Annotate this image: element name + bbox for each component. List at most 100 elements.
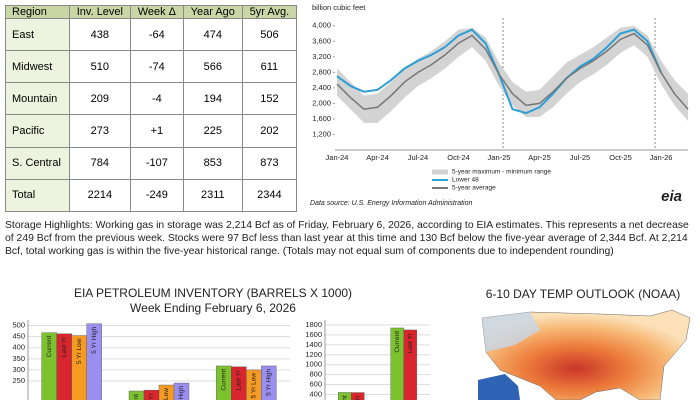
header-cell: Region xyxy=(5,5,70,19)
bar-label: Current xyxy=(46,335,53,357)
y-tick-label: 1,600 xyxy=(312,114,331,123)
table-cell: 506 xyxy=(241,17,298,52)
table-cell: 2344 xyxy=(241,178,298,213)
table-cell: 611 xyxy=(241,50,298,84)
table-row: Total 2214 -249 2311 2344 xyxy=(5,178,298,213)
table-row: East 438 -64 474 506 xyxy=(5,17,298,52)
x-tick-label: Jul-25 xyxy=(570,153,590,162)
header-cell: Week Δ xyxy=(129,5,184,19)
header-cell: Year Ago xyxy=(182,5,243,19)
y-tick-label: 600 xyxy=(309,380,322,389)
table-cell: S. Central xyxy=(5,146,70,180)
storage-highlights: Storage Highlights: Working gas in stora… xyxy=(5,220,689,257)
x-tick-label: Jan-25 xyxy=(488,153,511,162)
table-row: Midwest 510 -74 566 611 xyxy=(5,50,298,84)
table-cell: 202 xyxy=(241,114,298,148)
legend-swatch xyxy=(432,169,448,175)
cool-region xyxy=(482,312,540,352)
alaska xyxy=(478,374,520,400)
bar-label: 5 Yr High xyxy=(266,369,273,396)
bar-label: Last Yr xyxy=(354,395,361,400)
table-cell: +1 xyxy=(129,114,184,148)
y-tick-label: 1600 xyxy=(305,330,322,339)
x-tick-label: Jul-24 xyxy=(408,153,428,162)
table-cell: 566 xyxy=(182,50,243,84)
bar-label: Last Yr xyxy=(236,369,243,390)
table-row: Pacific 273 +1 225 202 xyxy=(5,114,298,148)
table-cell: 510 xyxy=(68,50,131,84)
bar xyxy=(261,365,277,400)
legend-label: 5-year average xyxy=(452,185,496,192)
table-cell: -74 xyxy=(129,50,184,84)
legend-label: 5-year maximum - minimum range xyxy=(452,169,551,176)
y-tick-label: 2,000 xyxy=(312,98,331,107)
bar-title: EIA PETROLEUM INVENTORY (BARRELS X 1000) xyxy=(74,286,352,300)
table-cell: 2214 xyxy=(68,178,131,213)
x-tick-label: Jan-26 xyxy=(650,153,673,162)
y-tick-label: 450 xyxy=(12,332,25,341)
table-row: S. Central 784 -107 853 873 xyxy=(5,146,298,180)
table-cell: Mountain xyxy=(5,82,70,116)
y-tick-label: 1200 xyxy=(305,350,322,359)
table-cell: -4 xyxy=(129,82,184,116)
y-tick-label: 250 xyxy=(12,376,25,385)
table-cell: 474 xyxy=(182,17,243,52)
header-cell: 5yr Avg. xyxy=(241,5,298,19)
x-tick-label: Apr-25 xyxy=(528,153,551,162)
table-cell: East xyxy=(5,17,70,52)
bar-label: Last Yr xyxy=(148,392,155,400)
bar-label: Current xyxy=(221,369,228,391)
x-tick-label: Oct-24 xyxy=(447,153,470,162)
y-tick-label: 1400 xyxy=(305,340,322,349)
y-tick-label: 400 xyxy=(12,343,25,352)
bar-label: 5 Yr Low xyxy=(251,373,258,399)
y-tick-label: 1000 xyxy=(305,360,322,369)
bar-label: 5 Yr Low xyxy=(76,338,83,364)
y-tick-label: 500 xyxy=(12,321,25,330)
table-cell: 784 xyxy=(68,146,131,180)
table-cell: 873 xyxy=(241,146,298,180)
table-cell: Total xyxy=(5,178,70,213)
y-tick-label: 3,200 xyxy=(312,52,331,61)
y-tick-label: 350 xyxy=(12,354,25,363)
table-cell: 225 xyxy=(182,114,243,148)
bar xyxy=(86,323,102,400)
storage-table: Region Inv. Level Week Δ Year Ago 5yr Avg. Ea… xyxy=(5,5,298,213)
bar-label: Current xyxy=(133,394,140,400)
bar-subtitle: Week Ending February 6, 2026 xyxy=(130,301,296,315)
table-cell: Midwest xyxy=(5,50,70,84)
table-cell: Pacific xyxy=(5,114,70,148)
bar xyxy=(351,392,365,400)
bar-label: 5 Yr Low xyxy=(163,388,170,400)
bar-label: 5 Yr High xyxy=(91,326,98,353)
table-cell: -64 xyxy=(129,17,184,52)
y-tick-label: 2,800 xyxy=(312,67,331,76)
table-cell: -107 xyxy=(129,146,184,180)
y-axis-title: billion cubic feet xyxy=(312,3,366,12)
table-row: Mountain 209 -4 194 152 xyxy=(5,82,298,116)
bar-label: 5 Yr High xyxy=(178,386,185,400)
y-tick-label: 1800 xyxy=(305,320,322,329)
map-title: 6-10 DAY TEMP OUTLOOK (NOAA) xyxy=(486,287,681,301)
table-cell: 152 xyxy=(241,82,298,116)
bar-label: Last Yr xyxy=(407,332,414,353)
table-cell: 438 xyxy=(68,17,131,52)
table-cell: 273 xyxy=(68,114,131,148)
table-cell: 853 xyxy=(182,146,243,180)
range-band xyxy=(337,25,688,123)
y-tick-label: 1,200 xyxy=(312,129,331,138)
map xyxy=(478,309,691,400)
table-cell: 209 xyxy=(68,82,131,116)
series-line xyxy=(336,32,689,111)
x-tick-label: Jan-24 xyxy=(326,153,349,162)
y-tick-label: 3,600 xyxy=(312,36,331,45)
bar-label: Current xyxy=(341,395,348,400)
bar-label: Current xyxy=(394,331,401,353)
header-cell: Inv. Level xyxy=(68,5,131,19)
table-cell: 194 xyxy=(182,82,243,116)
table-cell: 2311 xyxy=(182,178,243,213)
bar xyxy=(173,382,190,400)
y-tick-label: 2,400 xyxy=(312,83,331,92)
y-tick-label: 4,000 xyxy=(312,21,331,30)
